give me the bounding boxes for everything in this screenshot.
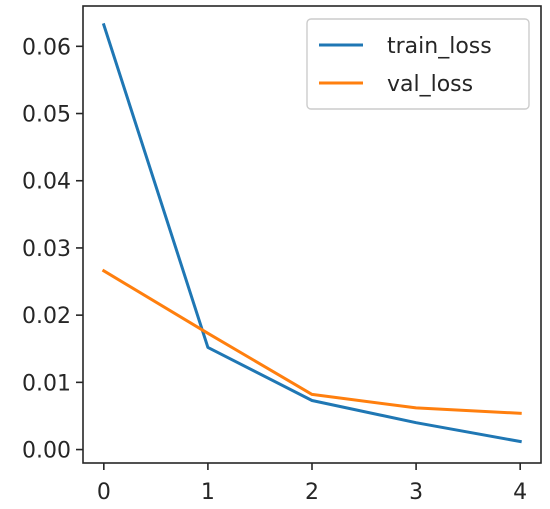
x-axis-ticks: 0 1 2 3 4 [97,463,527,505]
legend: train_loss val_loss [306,18,530,110]
series-lines [101,22,522,444]
y-tick-label: 0.00 [22,439,71,464]
x-tick-label: 4 [513,480,527,505]
x-tick-label: 3 [409,480,423,505]
x-tick-label: 0 [97,480,111,505]
series-line-train-loss [101,22,522,444]
plot-frame [82,5,542,464]
y-tick-label: 0.03 [22,237,71,262]
x-tick-label: 1 [201,480,215,505]
legend-label: val_loss [387,72,473,97]
series-line-val-loss [101,268,522,415]
y-tick-label: 0.04 [22,170,71,195]
legend-label: train_loss [387,34,492,59]
y-axis-ticks: 0.00 0.01 0.02 0.03 0.04 0.05 0.06 [22,35,83,464]
y-tick-label: 0.05 [22,103,71,128]
y-tick-label: 0.02 [22,304,71,329]
y-tick-label: 0.06 [22,35,71,60]
legend-box [306,18,530,110]
x-tick-label: 2 [305,480,319,505]
y-tick-label: 0.01 [22,371,71,396]
